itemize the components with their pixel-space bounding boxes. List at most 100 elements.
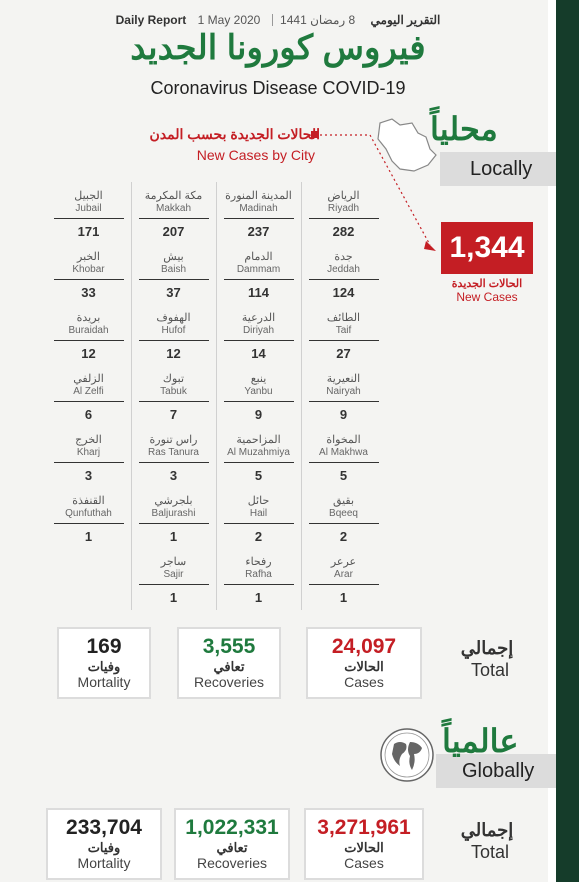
- city-name-en: Baljurashi: [151, 508, 196, 519]
- locally-label-background: [440, 152, 556, 186]
- new-cases-value: 1,344: [441, 222, 533, 274]
- side-divider: [548, 0, 556, 882]
- city-cell: بيش Baish 37: [131, 243, 216, 305]
- city-value: 5: [254, 468, 263, 483]
- city-name-en: Al Muzahmiya: [227, 447, 290, 458]
- city-name-en: Al Makhwa: [319, 447, 368, 458]
- city-cell: تبوك Tabuk 7: [131, 365, 216, 427]
- city-name-ar: الدرعية: [241, 312, 276, 324]
- city-underline: [138, 523, 209, 524]
- city-cell: الزلفي Al Zelfi 6: [46, 365, 131, 427]
- city-name-en: Buraidah: [68, 325, 109, 336]
- city-value: 171: [77, 224, 100, 239]
- city-value: 7: [169, 407, 178, 422]
- local-cases-value: 24,097: [331, 635, 397, 658]
- city-underline: [308, 462, 379, 463]
- city-name-en: Madinah: [239, 203, 278, 214]
- city-underline: [223, 218, 294, 219]
- city-cell: القنفذة Qunfuthah 1: [46, 487, 131, 549]
- city-name-ar: الرياض: [327, 190, 360, 202]
- local-mortality-value: 169: [86, 635, 122, 658]
- global-recoveries-value: 1,022,331: [185, 816, 279, 839]
- city-name-en: Rafha: [245, 569, 272, 580]
- local-total-label-ar: إجمالي: [460, 638, 514, 658]
- city-underline: [308, 279, 379, 280]
- city-underline: [223, 462, 294, 463]
- city-underline: [53, 401, 124, 402]
- local-mortality-label-en: Mortality: [77, 674, 131, 690]
- city-name-en: Sajir: [163, 569, 184, 580]
- globally-label-background: [436, 754, 556, 788]
- city-value: 6: [84, 407, 93, 422]
- city-value: 124: [332, 285, 355, 300]
- city-name-ar: ينبع: [250, 373, 267, 385]
- global-cases-label-ar: الحالات: [344, 840, 384, 855]
- city-name-ar: الزلفي: [73, 373, 104, 385]
- global-cases-box: 3,271,961 الحالات Cases: [304, 808, 424, 880]
- local-recoveries-label-en: Recoveries: [193, 674, 265, 690]
- city-cell: الخرج Kharj 3: [46, 426, 131, 488]
- city-cell: الخبر Khobar 33: [46, 243, 131, 305]
- city-value: 12: [81, 346, 96, 361]
- global-cases-label-en: Cases: [344, 855, 384, 871]
- city-name-ar: عرعر: [330, 556, 357, 568]
- city-underline: [308, 401, 379, 402]
- city-cell: الرياض Riyadh 282: [301, 182, 386, 244]
- city-name-en: Kharj: [76, 447, 101, 458]
- city-cell: المخواة Al Makhwa 5: [301, 426, 386, 488]
- city-name-ar: بلجرشي: [154, 495, 193, 507]
- local-total-label-en: Total: [470, 660, 510, 680]
- city-name-en: Hufof: [161, 325, 186, 336]
- city-name-en: Baish: [160, 264, 186, 275]
- global-cases-value: 3,271,961: [317, 816, 411, 839]
- city-underline: [138, 218, 209, 219]
- city-name-ar: الدمام: [244, 251, 273, 263]
- city-name-ar: راس تنورة: [149, 434, 198, 446]
- global-recoveries-box: 1,022,331 تعافي Recoveries: [174, 808, 290, 880]
- city-cases-grid: الرياض Riyadh 282 المدينة المنورة Madinah 23…: [46, 182, 386, 610]
- local-mortality-label-ar: وفيات: [87, 659, 121, 674]
- city-name-ar: مكة المكرمة: [144, 190, 203, 202]
- global-mortality-label-ar: وفيات: [87, 840, 121, 855]
- city-value: 207: [162, 224, 185, 239]
- city-name-en: Al Zelfi: [73, 386, 104, 397]
- city-name-ar: رفحاء: [245, 556, 272, 568]
- city-value: 37: [166, 285, 181, 300]
- local-recoveries-value: 3,555: [202, 635, 256, 658]
- city-underline: [138, 584, 209, 585]
- city-value: 282: [332, 224, 355, 239]
- city-cell: المدينة المنورة Madinah 237: [216, 182, 301, 244]
- city-name-ar: بيش: [163, 251, 184, 263]
- city-underline: [53, 279, 124, 280]
- city-value: 5: [339, 468, 348, 483]
- local-cases-box: 24,097 الحالات Cases: [306, 627, 422, 699]
- city-cell: المزاحمية Al Muzahmiya 5: [216, 426, 301, 488]
- global-mortality-label-en: Mortality: [77, 855, 131, 871]
- city-underline: [138, 279, 209, 280]
- city-cell: ساجر Sajir 1: [131, 548, 216, 610]
- global-total-label-en: Total: [470, 842, 510, 862]
- locally-label-en: Locally: [470, 158, 533, 180]
- city-value: 2: [254, 529, 263, 544]
- city-name-en: Diriyah: [242, 325, 275, 336]
- global-total-label-ar: إجمالي: [460, 820, 514, 840]
- page-background: [0, 0, 556, 882]
- city-name-ar: بقيق: [332, 495, 355, 507]
- date-hijri: 8 رمضان 1441: [280, 12, 356, 27]
- city-name-en: Tabuk: [160, 386, 187, 397]
- city-value: 27: [336, 346, 351, 361]
- city-name-en: Makkah: [155, 203, 191, 214]
- city-name-en: Arar: [334, 569, 353, 580]
- page-title-ar: فيروس كورونا الجديد: [130, 29, 426, 67]
- city-name-en: Dammam: [236, 264, 281, 275]
- city-value: 114: [248, 285, 269, 300]
- city-underline: [138, 340, 209, 341]
- grid-divider: [131, 182, 132, 610]
- city-name-ar: الهفوف: [156, 312, 191, 324]
- city-name-en: Riyadh: [327, 203, 360, 214]
- city-name-en: Hail: [249, 508, 268, 519]
- saudi-map-icon: [377, 118, 437, 172]
- date-gregorian: 1 May 2020: [197, 12, 261, 27]
- city-name-ar: تبوك: [162, 373, 185, 385]
- city-value: 33: [81, 285, 96, 300]
